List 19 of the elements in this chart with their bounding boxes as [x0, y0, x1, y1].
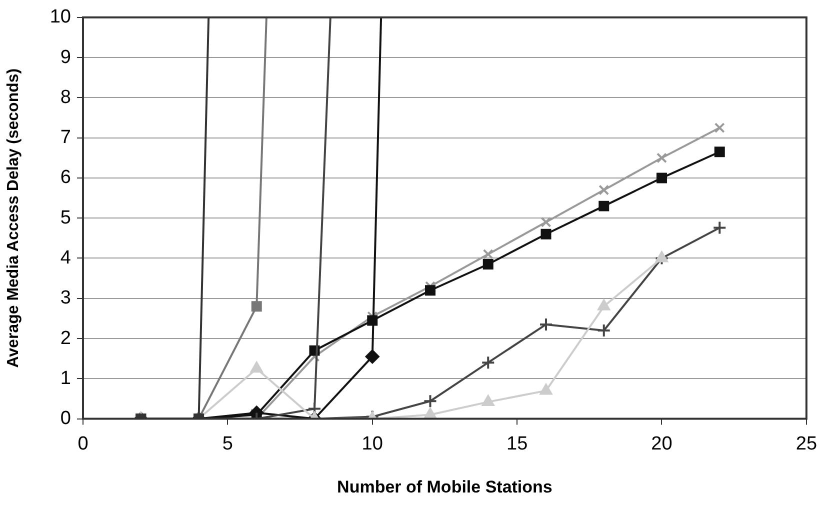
x-tick-label: 25: [796, 433, 818, 454]
y-tick-label: 10: [50, 6, 71, 28]
x-tick-label: 20: [651, 433, 672, 454]
y-tick-label: 6: [60, 167, 71, 188]
x-tick-label: 5: [222, 433, 233, 454]
y-tick-label: 8: [60, 86, 71, 108]
x-tick-label: 0: [78, 433, 88, 454]
x-tick-label: 10: [362, 433, 383, 454]
y-tick-label: 9: [60, 46, 71, 68]
y-axis-title: Average Media Access Delay (seconds): [5, 68, 22, 368]
y-tick-label: 0: [60, 408, 71, 430]
x-axis-title: Number of Mobile Stations: [337, 477, 552, 496]
y-tick-label: 3: [60, 288, 71, 309]
y-tick-label: 4: [60, 247, 72, 268]
y-tick-label: 5: [60, 207, 71, 228]
x-tick-label: 15: [506, 433, 528, 454]
y-tick-label: 2: [60, 328, 71, 349]
y-tick-label: 7: [60, 127, 71, 148]
y-tick-label: 1: [60, 368, 71, 389]
